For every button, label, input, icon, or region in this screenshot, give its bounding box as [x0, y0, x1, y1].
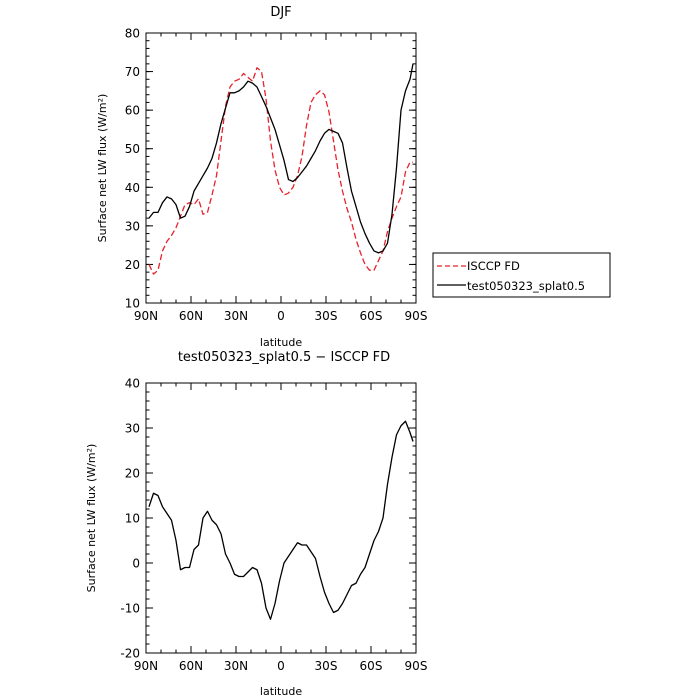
bottom-y-tick-label: 10 [125, 512, 140, 526]
top-x-axis: 90N 60N 30N 0 30S 60S 90S [134, 33, 428, 323]
bottom-y-tick-label: 30 [125, 422, 140, 436]
bottom-x-tick-label: 0 [277, 659, 285, 673]
top-y-axis: 10 20 30 40 50 60 70 80 [125, 27, 416, 311]
bottom-x-axis-label: latitude [260, 685, 302, 698]
top-y-tick-label: 50 [125, 142, 140, 156]
legend: ISCCP FD test050323_splat0.5 [432, 252, 611, 298]
top-x-axis-label: latitude [260, 336, 302, 349]
bottom-chart-title: test050323_splat0.5 − ISCCP FD [178, 350, 390, 365]
bottom-series-line-difference [148, 420, 414, 620]
top-y-axis-label: Surface net LW flux (W/m²) [96, 94, 109, 243]
legend-label-isccp-fd: ISCCP FD [467, 259, 520, 273]
bottom-y-axis: -20 -10 0 10 20 30 40 [120, 377, 416, 661]
bottom-y-axis-label: Surface net LW flux (W/m²) [85, 444, 98, 593]
top-chart-title: DJF [270, 5, 291, 20]
legend-label-test050323: test050323_splat0.5 [467, 279, 585, 293]
bottom-plot-area-frame [145, 382, 417, 654]
top-x-tick-label: 90N [134, 309, 158, 323]
top-x-tick-label: 60S [360, 309, 383, 323]
top-y-tick-label: 40 [125, 181, 140, 195]
top-y-tick-label: 10 [125, 297, 140, 311]
bottom-x-axis: 90N 60N 30N 0 30S 60S 90S [134, 383, 428, 673]
top-y-tick-label: 80 [125, 27, 140, 41]
bottom-x-tick-label: 60S [360, 659, 383, 673]
top-y-tick-label: 30 [125, 219, 140, 233]
top-chart-panel: DJF 10 20 30 40 50 60 70 80 90N 60N 30N 0 30S 60S 90S… [96, 5, 611, 349]
top-plot-area-frame [145, 32, 417, 304]
top-x-tick-label: 0 [277, 309, 285, 323]
top-x-tick-label: 30N [224, 309, 248, 323]
bottom-y-tick-label: 0 [132, 557, 140, 571]
top-y-tick-label: 70 [125, 65, 140, 79]
top-x-tick-label: 90S [405, 309, 428, 323]
top-x-tick-label: 60N [179, 309, 203, 323]
top-y-tick-label: 60 [125, 104, 140, 118]
bottom-y-tick-label: 20 [125, 467, 140, 481]
top-series-line-test050323-splat0-5 [148, 63, 414, 254]
bottom-y-tick-label: 40 [125, 377, 140, 391]
top-series-line-isccp-fd [148, 67, 413, 275]
bottom-x-tick-label: 30N [224, 659, 248, 673]
bottom-x-tick-label: 90S [405, 659, 428, 673]
bottom-y-tick-label: -10 [120, 602, 140, 616]
top-x-tick-label: 30S [315, 309, 338, 323]
legend-box [432, 252, 611, 298]
bottom-y-tick-label: -20 [120, 647, 140, 661]
top-y-tick-label: 20 [125, 258, 140, 272]
bottom-x-tick-label: 30S [315, 659, 338, 673]
bottom-x-tick-label: 60N [179, 659, 203, 673]
top-series-group [148, 63, 414, 275]
bottom-chart-panel: test050323_splat0.5 − ISCCP FD -20 -10 0 10… [85, 350, 427, 698]
bottom-series-group [148, 420, 414, 620]
bottom-x-tick-label: 90N [134, 659, 158, 673]
